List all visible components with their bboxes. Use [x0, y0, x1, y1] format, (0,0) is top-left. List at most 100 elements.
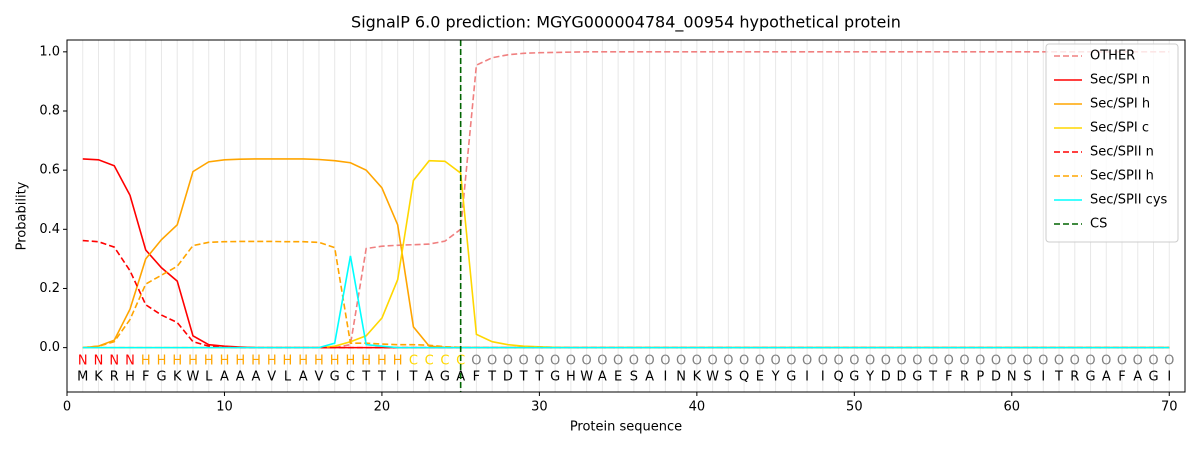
region-label: O	[944, 353, 954, 368]
series-line	[82, 240, 1170, 349]
region-label: O	[928, 353, 938, 368]
residue: D	[503, 370, 513, 385]
region-label: O	[849, 353, 859, 368]
region-label: O	[881, 353, 891, 368]
region-label: O	[629, 353, 639, 368]
residue: A	[1102, 370, 1111, 385]
residue: G	[912, 370, 922, 385]
residue: A	[220, 370, 229, 385]
legend-label: Sec/SPII n	[1090, 145, 1154, 160]
residue: A	[425, 370, 434, 385]
region-label: O	[896, 353, 906, 368]
region-label: H	[314, 353, 324, 368]
residue: I	[821, 370, 825, 385]
region-label: O	[1022, 353, 1032, 368]
legend-label: Sec/SPII h	[1090, 169, 1154, 184]
residue: G	[550, 370, 560, 385]
residue: S	[630, 370, 638, 385]
residue: T	[361, 370, 370, 385]
region-label: O	[613, 353, 623, 368]
residue: Q	[833, 370, 843, 385]
region-label: O	[645, 353, 655, 368]
series-line	[82, 255, 1170, 349]
region-label: H	[157, 353, 167, 368]
region-label: O	[975, 353, 985, 368]
y-tick-label: 0.4	[39, 222, 60, 237]
residue: L	[205, 370, 213, 385]
region-label: O	[865, 353, 875, 368]
residue: Y	[771, 370, 780, 385]
residue: V	[314, 370, 323, 385]
legend-label: Sec/SPI n	[1090, 73, 1150, 88]
residue: G	[156, 370, 166, 385]
residue: P	[976, 370, 984, 385]
residue: S	[1023, 370, 1031, 385]
region-label: H	[298, 353, 308, 368]
region-label: O	[471, 353, 481, 368]
y-axis-label: Probability	[15, 181, 30, 250]
region-label: O	[1117, 353, 1127, 368]
residue: F	[945, 370, 952, 385]
residue: R	[110, 370, 119, 385]
x-tick-label: 50	[846, 400, 863, 415]
region-label: H	[220, 353, 230, 368]
residue: M	[77, 370, 88, 385]
residue: E	[756, 370, 764, 385]
region-label: H	[267, 353, 277, 368]
region-label: O	[1085, 353, 1095, 368]
y-tick-label: 0.2	[39, 281, 60, 296]
residue: G	[1148, 370, 1158, 385]
residue: E	[614, 370, 622, 385]
residue: A	[1133, 370, 1142, 385]
residue: K	[173, 370, 182, 385]
plot-frame	[66, 39, 1186, 393]
region-label: H	[393, 353, 403, 368]
x-axis-label: Protein sequence	[570, 420, 682, 435]
region-label: O	[566, 353, 576, 368]
chart-title: SignalP 6.0 prediction: MGYG000004784_00…	[351, 13, 901, 33]
region-label: O	[1054, 353, 1064, 368]
residue: G	[849, 370, 859, 385]
residue: I	[1041, 370, 1045, 385]
residue: A	[236, 370, 245, 385]
x-tick-label: 0	[63, 400, 71, 415]
residue: F	[142, 370, 149, 385]
residue: G	[786, 370, 796, 385]
region-label: O	[1070, 353, 1080, 368]
region-label: O	[692, 353, 702, 368]
residue: S	[724, 370, 732, 385]
legend: OTHER Sec/SPI n Sec/SPI h Sec/SPI c Sec/SPII…	[1045, 43, 1179, 243]
region-label: O	[833, 353, 843, 368]
residue: T	[408, 370, 417, 385]
residue: R	[1070, 370, 1079, 385]
residue: T	[519, 370, 528, 385]
region-label: O	[770, 353, 780, 368]
region-label: C	[425, 353, 434, 368]
region-label: H	[330, 353, 340, 368]
region-label: H	[346, 353, 356, 368]
region-label: O	[818, 353, 828, 368]
region-label: O	[723, 353, 733, 368]
region-label: N	[78, 353, 88, 368]
region-label: O	[1164, 353, 1174, 368]
series-line	[82, 159, 1170, 349]
y-tick-label: 0.8	[39, 103, 60, 118]
region-label: H	[235, 353, 245, 368]
residue: F	[473, 370, 480, 385]
region-label: O	[991, 353, 1001, 368]
residue: K	[94, 370, 103, 385]
region-label: O	[660, 353, 670, 368]
residue: A	[645, 370, 654, 385]
residue: G	[330, 370, 340, 385]
y-tick-label: 0.6	[39, 163, 60, 178]
residue: T	[534, 370, 543, 385]
residue: T	[1054, 370, 1063, 385]
region-label: O	[519, 353, 529, 368]
region-label: O	[676, 353, 686, 368]
residue: A	[299, 370, 308, 385]
residue: F	[1118, 370, 1125, 385]
region-label: O	[1007, 353, 1017, 368]
region-label: O	[597, 353, 607, 368]
residue: W	[580, 370, 593, 385]
